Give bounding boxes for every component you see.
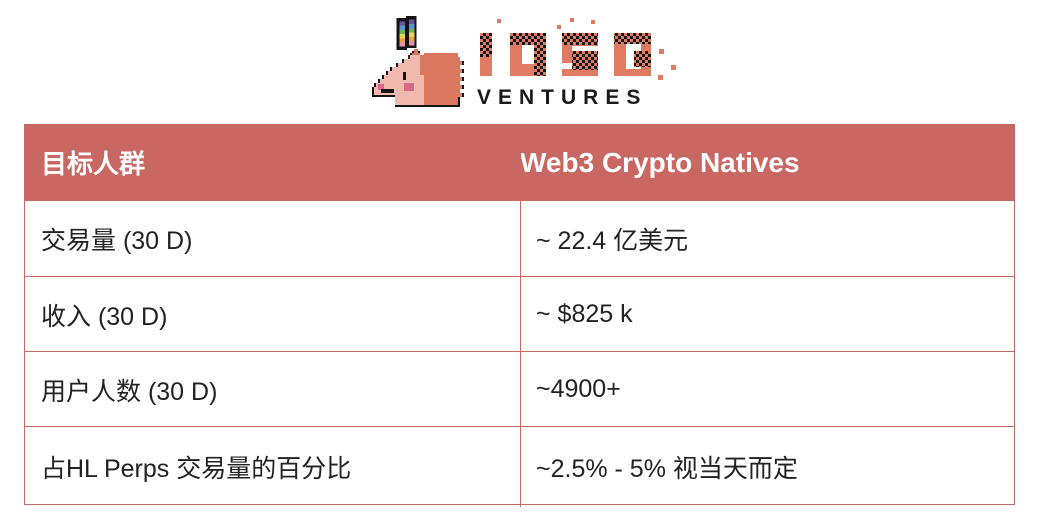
svg-text:VENTURES: VENTURES xyxy=(477,86,647,109)
